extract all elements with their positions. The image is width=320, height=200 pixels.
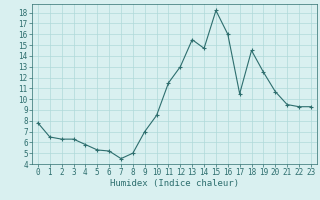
X-axis label: Humidex (Indice chaleur): Humidex (Indice chaleur) xyxy=(110,179,239,188)
